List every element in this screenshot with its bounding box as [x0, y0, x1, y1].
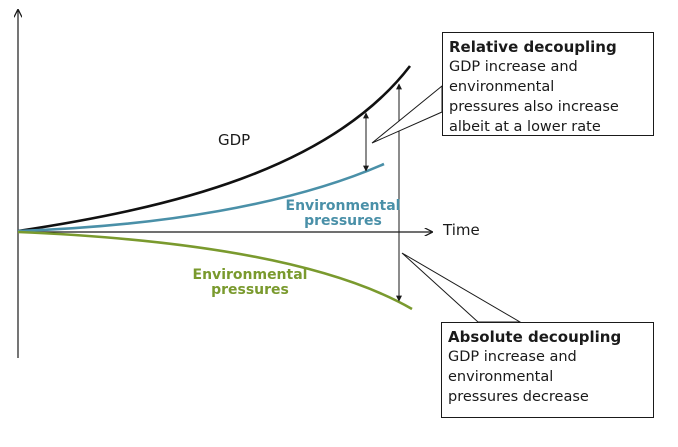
absolute-callout-line: pressures decrease	[448, 389, 589, 405]
env-pressures-upper-label: Environmental pressures	[270, 199, 416, 229]
relative-callout-line: albeit at a lower rate	[449, 119, 601, 135]
relative-callout-pointer	[371, 84, 443, 144]
relative-callout-title: Relative decoupling	[449, 38, 617, 56]
env-pressures-decreasing-curve	[17, 230, 413, 311]
env-lower-line-1: Environmental	[192, 267, 308, 283]
absolute-callout-title: Absolute decoupling	[448, 328, 622, 346]
env-upper-line-1: Environmental	[285, 198, 401, 214]
absolute-callout-line: GDP increase and	[448, 349, 577, 365]
relative-callout-line: environmental	[449, 79, 555, 95]
gdp-curve	[17, 65, 412, 233]
absolute-callout-line: environmental	[448, 369, 554, 385]
gdp-label: GDP	[218, 131, 251, 149]
relative-callout-line: GDP increase and	[449, 59, 578, 75]
env-pressures-increasing-curve	[17, 162, 385, 233]
env-pressures-lower-label: Environmental pressures	[176, 268, 324, 298]
relative-decoupling-callout: Relative decoupling GDP increase and env…	[442, 32, 654, 136]
absolute-callout-pointer	[401, 252, 522, 323]
env-lower-line-2: pressures	[211, 282, 289, 298]
absolute-decoupling-callout: Absolute decoupling GDP increase and env…	[441, 322, 654, 418]
relative-callout-line: pressures also increase	[449, 99, 619, 115]
env-upper-line-2: pressures	[304, 213, 382, 229]
time-axis-label: Time	[443, 221, 480, 239]
